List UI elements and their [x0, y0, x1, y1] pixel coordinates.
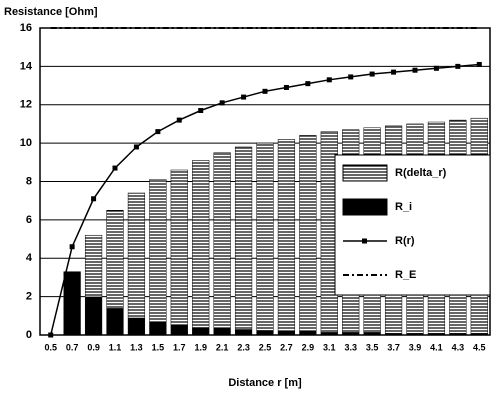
marker [133, 144, 139, 150]
bar [256, 330, 274, 335]
x-tick-label: 4.3 [452, 342, 465, 352]
marker [476, 61, 482, 67]
y-tick-label: 6 [26, 214, 32, 226]
marker [455, 63, 461, 69]
x-tick-label: 1.3 [130, 342, 143, 352]
bar [470, 333, 488, 335]
marker [262, 88, 268, 94]
y-tick-label: 2 [26, 291, 32, 303]
bar [85, 296, 102, 335]
bar [428, 333, 445, 335]
x-tick-label: 2.1 [216, 342, 229, 352]
legend: R(delta_r) R_i R(r) R_E [334, 154, 491, 296]
x-tick-label: 1.9 [194, 342, 207, 352]
x-tick-label: 2.3 [237, 342, 250, 352]
bar [449, 333, 467, 335]
x-tick-label: 3.1 [323, 342, 336, 352]
legend-marker [362, 238, 367, 244]
x-tick-label: 0.5 [44, 342, 57, 352]
bar [406, 333, 424, 335]
legend-label: R_i [395, 201, 412, 213]
marker [369, 71, 375, 77]
bar [277, 139, 296, 336]
marker [176, 117, 182, 123]
x-tick-label: 3.5 [366, 342, 379, 352]
bar [363, 332, 381, 335]
x-tick-label: 1.7 [173, 342, 186, 352]
legend-label: R_E [395, 269, 416, 281]
y-tick-label: 10 [20, 137, 32, 149]
x-tick-label: 4.5 [473, 342, 486, 352]
legend-label: R(delta_r) [395, 167, 447, 179]
bar [320, 332, 338, 335]
marker [391, 69, 397, 75]
x-tick-label: 3.3 [344, 342, 357, 352]
bar [213, 328, 231, 335]
marker [91, 196, 97, 202]
legend-swatch [342, 164, 388, 182]
bar [299, 331, 317, 335]
marker [198, 108, 204, 114]
bar [342, 332, 360, 335]
marker [283, 84, 289, 90]
marker [348, 74, 354, 80]
bar [213, 152, 231, 336]
x-tick-label: 2.5 [259, 342, 272, 352]
marker [219, 100, 225, 106]
marker [241, 94, 247, 100]
marker [155, 129, 161, 135]
bar [106, 308, 124, 335]
y-tick-label: 16 [20, 22, 32, 34]
bar [63, 271, 81, 335]
bar [128, 317, 145, 335]
marker [433, 65, 439, 71]
bar [235, 329, 252, 335]
bar [127, 192, 146, 336]
bar [170, 169, 188, 336]
x-axis-label: Distance r [m] [228, 377, 302, 389]
marker [112, 165, 118, 171]
x-tick-label: 1.5 [152, 342, 165, 352]
y-tick-label: 8 [26, 175, 32, 187]
bar [256, 142, 274, 336]
legend-label: R(r) [395, 235, 415, 247]
x-tick-label: 2.9 [302, 342, 315, 352]
x-tick-label: 3.7 [387, 342, 400, 352]
bar [234, 146, 253, 336]
marker [326, 77, 332, 83]
x-tick-label: 2.7 [280, 342, 293, 352]
x-tick-label: 4.1 [430, 342, 443, 352]
marker [305, 81, 311, 87]
y-tick-label: 0 [26, 329, 32, 341]
y-tick-label: 14 [20, 60, 33, 72]
x-tick-label: 1.1 [109, 342, 122, 352]
legend-swatch [342, 198, 388, 216]
bar [149, 179, 167, 336]
y-axis-label: Resistance [Ohm] [4, 6, 98, 18]
bar [385, 333, 402, 335]
bar [278, 331, 295, 335]
marker [412, 67, 418, 73]
marker [69, 244, 75, 250]
y-tick-label: 4 [26, 252, 33, 264]
bar [192, 160, 210, 336]
bar [149, 321, 167, 335]
bar [299, 135, 317, 336]
bar [170, 325, 188, 335]
y-tick-label: 12 [20, 99, 32, 111]
x-tick-label: 3.9 [409, 342, 422, 352]
x-tick-label: 0.9 [87, 342, 100, 352]
x-tick-label: 0.7 [66, 342, 79, 352]
bar [192, 327, 210, 335]
